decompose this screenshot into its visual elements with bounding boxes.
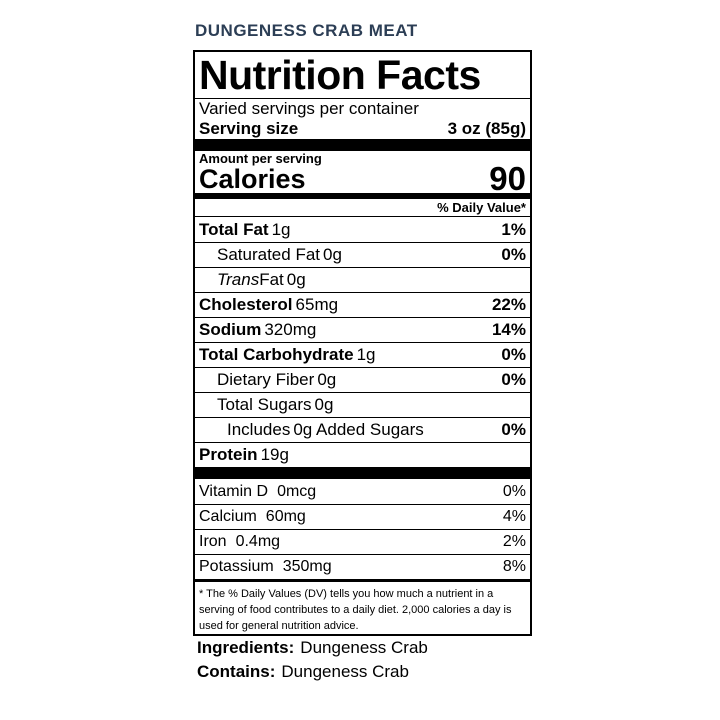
nutrient-dv: 1% <box>501 219 526 239</box>
vitamin-amount: 350mg <box>282 558 332 575</box>
nutrient-row: Includes 0g Added Sugars 0% <box>195 417 530 442</box>
nutrient-row: TransFat 0g <box>195 267 530 292</box>
servings: Varied servings per container <box>199 99 526 119</box>
thick-bar <box>195 139 530 151</box>
nutrient-dv: 14% <box>491 320 526 339</box>
nutrient-row: Sodium 320mg 14% <box>195 317 530 342</box>
nutrient-name-group: Total Carbohydrate 1g <box>199 345 376 365</box>
nutrient-amount: 0g <box>314 395 334 414</box>
vitamin-amount: 60mg <box>265 508 306 525</box>
nutrient-row: Dietary Fiber 0g 0% <box>195 367 530 392</box>
ingredients: Ingredients: Dungeness Crab <box>197 638 428 658</box>
nutrient-amount: 19g <box>260 445 289 464</box>
nutrient-amount: 65mg <box>295 295 339 314</box>
vitamin-dv: 8% <box>502 558 526 575</box>
nutrient-amount: 320mg <box>264 320 317 339</box>
nutrient-name-group: Total Sugars 0g <box>199 395 333 415</box>
nutrient-name-group: TransFat 0g <box>199 270 306 290</box>
nutrient-dv: 22% <box>491 295 526 314</box>
nutrient-row: Total Sugars 0g <box>195 392 530 417</box>
vitamin-row: Calcium 60mg 4% <box>195 504 530 529</box>
nutrient-name-group: Cholesterol 65mg <box>199 295 338 315</box>
nutrient-amount: 0g Added Sugars <box>293 420 424 439</box>
vitamin-name-group: Calcium 60mg <box>199 508 306 526</box>
rule <box>195 98 530 99</box>
nutrient-name-group: Protein 19g <box>199 445 289 465</box>
vitamin-name-group: Potassium 350mg <box>199 558 332 576</box>
serving-size-value: 3 oz (85g) <box>447 119 526 138</box>
contains: Contains: Dungeness Crab <box>197 662 409 682</box>
nutrient-name: Dietary Fiber <box>217 370 315 389</box>
nutrient-row: Total Carbohydrate 1g 0% <box>195 342 530 367</box>
nutrient-amount: 1g <box>356 345 376 364</box>
vitamin-name: Iron <box>199 533 227 550</box>
vitamin-name: Potassium <box>199 558 274 575</box>
serving-size: Serving size 3 oz (85g) <box>199 119 526 139</box>
nutrient-row: Total Fat 1g 1% <box>195 217 530 242</box>
nutrient-name-italic: Trans <box>217 270 260 289</box>
vitamin-amount: 0mcg <box>277 482 317 500</box>
nutrient-name: Cholesterol <box>199 295 293 314</box>
nutrient-list: Total Fat 1g 1% Saturated Fat 0g 0% TransFat 0g… <box>195 217 530 467</box>
thick-bar <box>195 467 530 479</box>
vitamin-name-group: Iron 0.4mg <box>199 533 280 551</box>
nutrient-name: Includes <box>227 420 291 439</box>
nutrient-name-group: Saturated Fat 0g <box>199 245 342 265</box>
calories-value: 90 <box>489 160 526 197</box>
serving-size-label: Serving size <box>199 119 299 138</box>
nutrient-name-group: Includes 0g Added Sugars <box>199 420 424 440</box>
nutrient-dv: 0% <box>501 245 526 264</box>
contains-value: Dungeness Crab <box>281 662 409 681</box>
vitamin-dv: 0% <box>502 482 526 500</box>
dv-header: % Daily Value* <box>195 199 530 217</box>
nutrient-name-group: Sodium 320mg <box>199 320 316 340</box>
rule <box>195 579 530 582</box>
nutrient-name: Saturated Fat <box>217 245 321 264</box>
nutrient-name-group: Dietary Fiber 0g <box>199 370 336 390</box>
nutrient-name: Total Carbohydrate <box>199 345 354 364</box>
vitamin-name-group: Vitamin D 0mcg <box>199 483 316 501</box>
nutrient-dv: 0% <box>501 420 526 439</box>
nutrient-name: Fat <box>259 270 284 289</box>
vitamin-list: Vitamin D 0mcg 0% Calcium 60mg 4% Iron 0.4mg 2% P… <box>195 479 530 579</box>
vitamin-row: Potassium 350mg 8% <box>195 554 530 579</box>
ingredients-label: Ingredients: <box>197 638 295 657</box>
vitamin-name: Vitamin D <box>199 482 269 500</box>
contains-label: Contains: <box>197 662 276 681</box>
vitamin-amount: 0.4mg <box>235 533 281 550</box>
label-title: Nutrition Facts <box>199 52 481 98</box>
nutrient-amount: 0g <box>317 370 337 389</box>
nutrient-name-group: Total Fat 1g <box>199 220 291 240</box>
nutrient-row: Saturated Fat 0g 0% <box>195 242 530 267</box>
medium-bar <box>195 193 530 199</box>
nutrient-amount: 1g <box>271 219 291 239</box>
nutrient-amount: 0g <box>286 270 306 289</box>
nutrient-name: Protein <box>199 445 258 464</box>
nutrient-row: Protein 19g <box>195 442 530 467</box>
nutrient-name: Total Fat <box>199 219 269 239</box>
nutrient-name: Total Sugars <box>217 395 312 414</box>
vitamin-row: Iron 0.4mg 2% <box>195 529 530 554</box>
dv-header-text: % Daily Value* <box>437 200 526 215</box>
amount-per-serving: Amount per serving <box>199 151 322 166</box>
nutrient-row: Cholesterol 65mg 22% <box>195 292 530 317</box>
product-name: DUNGENESS CRAB MEAT <box>195 21 418 40</box>
nutrient-dv: 0% <box>501 345 526 364</box>
vitamin-dv: 4% <box>502 508 526 525</box>
nutrient-name: Sodium <box>199 320 262 339</box>
nutrition-label: Nutrition Facts Varied servings per cont… <box>193 50 532 636</box>
vitamin-row: Vitamin D 0mcg 0% <box>195 479 530 504</box>
servings-text: Varied servings per container <box>199 99 419 118</box>
nutrient-dv: 0% <box>501 370 526 389</box>
footnote: * The % Daily Values (DV) tells you how … <box>199 588 512 632</box>
vitamin-dv: 2% <box>502 533 526 550</box>
calories-label: Calories <box>199 163 306 194</box>
nutrient-amount: 0g <box>323 245 342 264</box>
calories: Calories 90 <box>199 160 526 197</box>
vitamin-name: Calcium <box>199 508 257 525</box>
ingredients-value: Dungeness Crab <box>300 638 428 657</box>
